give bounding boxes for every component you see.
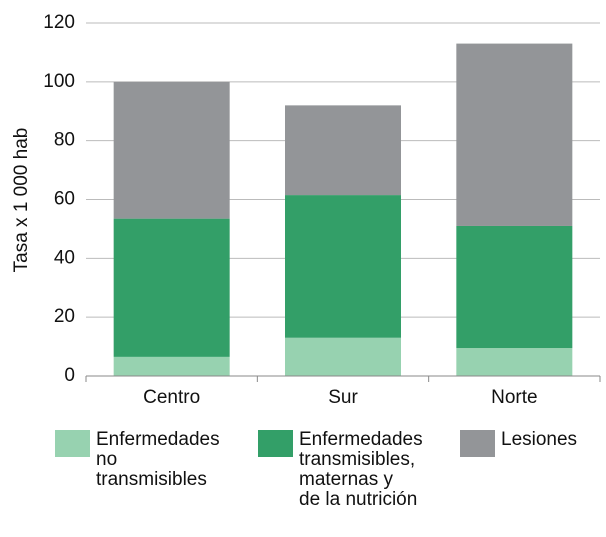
bar-segment — [285, 337, 401, 376]
bar-segment — [113, 356, 230, 376]
y-tick-label: 100 — [43, 71, 75, 92]
bar-segment — [113, 81, 230, 219]
legend-item: Enfermedades transmisibles, maternas y d… — [258, 430, 423, 510]
y-tick-label: 80 — [54, 130, 75, 151]
legend-item: Lesiones — [460, 430, 577, 457]
y-tick-label: 60 — [54, 189, 75, 210]
y-tick-label: 40 — [54, 247, 75, 268]
x-tick-label: Centro — [143, 387, 200, 408]
bar-segment — [113, 218, 230, 357]
y-axis-title: Tasa x 1 000 hab — [11, 128, 32, 273]
legend-label: Lesiones — [501, 429, 578, 450]
y-tick-label: 20 — [54, 306, 75, 327]
legend-swatch — [55, 430, 90, 457]
bar-segment — [456, 348, 573, 376]
x-tick-label: Sur — [328, 387, 358, 408]
y-tick-label: 0 — [64, 365, 75, 386]
legend-label: Enfermedades transmisibles, maternas y d… — [299, 429, 423, 510]
bar-segment — [456, 225, 573, 349]
legend-swatch — [258, 430, 293, 457]
legend-label: Enfermedades no transmisibles — [96, 429, 220, 490]
bar-segment — [285, 105, 401, 196]
bar-segment — [285, 195, 401, 338]
legend-swatch — [460, 430, 495, 457]
bar-segment — [456, 43, 573, 226]
legend-item: Enfermedades no transmisibles — [55, 430, 220, 490]
x-tick-label: Norte — [491, 387, 537, 408]
y-tick-label: 120 — [43, 12, 75, 33]
